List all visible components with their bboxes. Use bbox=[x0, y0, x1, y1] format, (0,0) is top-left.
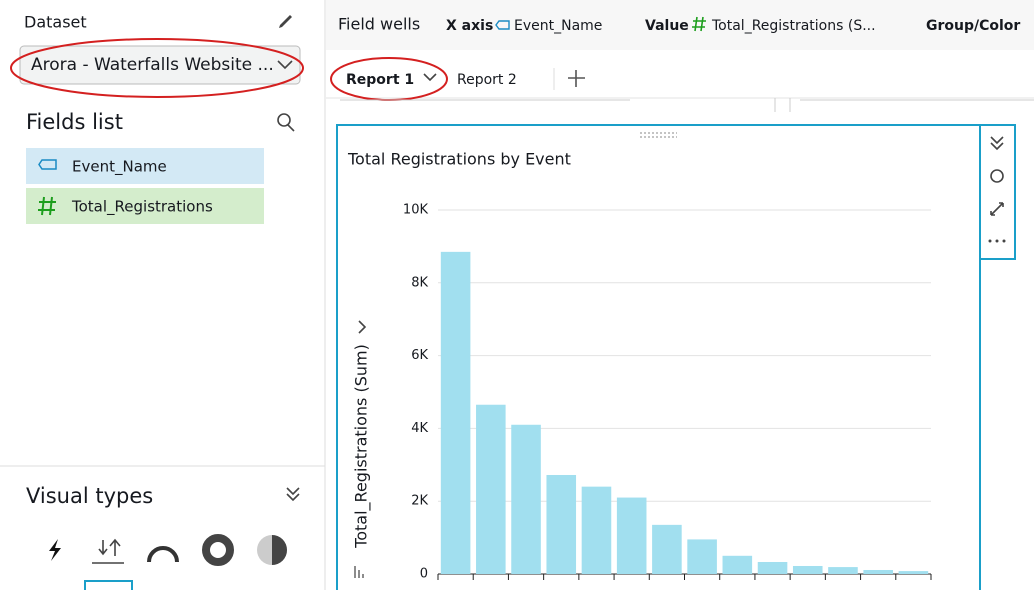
dimension-icon bbox=[495, 20, 510, 30]
visual-menu bbox=[979, 124, 1016, 260]
more-icon bbox=[1002, 239, 1006, 243]
edit-icon[interactable] bbox=[279, 15, 292, 28]
selected-visual[interactable] bbox=[84, 580, 133, 590]
settings-icon[interactable] bbox=[990, 169, 1004, 183]
visual-types-title: Visual types bbox=[26, 484, 153, 508]
bar bbox=[440, 251, 471, 575]
field-wells bbox=[326, 0, 1034, 50]
gauge-icon[interactable] bbox=[147, 546, 179, 563]
dataset-name: Arora - Waterfalls Website ... bbox=[31, 55, 274, 75]
annotation bbox=[10, 38, 304, 98]
plot: 0 2K 4K 6K 8K 10K bbox=[403, 203, 932, 582]
visual-edge bbox=[340, 98, 1034, 112]
donut-icon[interactable] bbox=[202, 534, 234, 566]
bar bbox=[511, 424, 541, 574]
field-name: Event_Name bbox=[72, 158, 167, 177]
bar bbox=[863, 569, 893, 574]
dimension-icon bbox=[38, 159, 57, 170]
collapse-icon[interactable] bbox=[990, 136, 1004, 151]
add-tab[interactable] bbox=[568, 70, 585, 87]
bar bbox=[898, 571, 929, 574]
bar bbox=[476, 404, 506, 574]
dataset-dropdown[interactable] bbox=[19, 45, 301, 85]
autograph-icon[interactable] bbox=[49, 539, 61, 561]
y-tick-label: 4K bbox=[411, 421, 428, 436]
search-icon[interactable] bbox=[277, 113, 291, 127]
sidebar bbox=[0, 0, 325, 590]
field-wells-title: Field wells bbox=[338, 15, 420, 34]
chevron bbox=[277, 60, 293, 70]
y-axis-title: Total_Registrations (Sum) bbox=[352, 344, 372, 549]
well-field[interactable]: Event_Name bbox=[514, 18, 602, 34]
chart-title: Total Registrations by Event bbox=[347, 150, 571, 169]
bar bbox=[687, 539, 717, 574]
measure-icon bbox=[692, 16, 706, 32]
well-field[interactable]: Total_Registrations (S... bbox=[711, 18, 876, 34]
bar bbox=[616, 497, 647, 574]
bar bbox=[652, 524, 682, 574]
bar bbox=[581, 486, 612, 574]
search-icon bbox=[287, 124, 295, 132]
well-label: X axis bbox=[446, 18, 493, 34]
y-tick-label: 2K bbox=[411, 494, 428, 509]
bar bbox=[828, 567, 858, 574]
more-icon[interactable] bbox=[988, 239, 992, 243]
field-item[interactable] bbox=[26, 188, 264, 224]
bar bbox=[722, 555, 753, 574]
chevron bbox=[423, 73, 437, 82]
well-label[interactable]: Group/Color bbox=[926, 18, 1020, 34]
y-tick-label: 10K bbox=[403, 203, 429, 218]
y-tick-label: 8K bbox=[411, 275, 428, 290]
y-tick-label: 0 bbox=[420, 567, 428, 582]
bar bbox=[792, 565, 823, 574]
fields-title: Fields list bbox=[26, 110, 123, 134]
collapse-icon[interactable] bbox=[286, 487, 300, 502]
visual-frame[interactable] bbox=[336, 124, 981, 590]
dataset-label: Dataset bbox=[24, 13, 87, 32]
more-icon bbox=[995, 239, 999, 243]
sort-icon[interactable] bbox=[354, 566, 364, 578]
expand-icon[interactable] bbox=[990, 202, 1004, 216]
field-name: Total_Registrations bbox=[71, 198, 213, 217]
field-item[interactable] bbox=[26, 148, 264, 184]
kpi-icon[interactable] bbox=[92, 538, 124, 564]
expand-axis[interactable] bbox=[358, 320, 367, 334]
bar bbox=[546, 474, 577, 574]
y-tick-label: 6K bbox=[411, 348, 428, 363]
bar bbox=[757, 561, 788, 574]
tab[interactable]: Report 1 bbox=[346, 72, 414, 88]
tab[interactable]: Report 2 bbox=[457, 72, 517, 88]
measure-icon bbox=[38, 196, 56, 216]
pie-icon bbox=[272, 535, 287, 565]
well-label: Value bbox=[645, 18, 689, 34]
